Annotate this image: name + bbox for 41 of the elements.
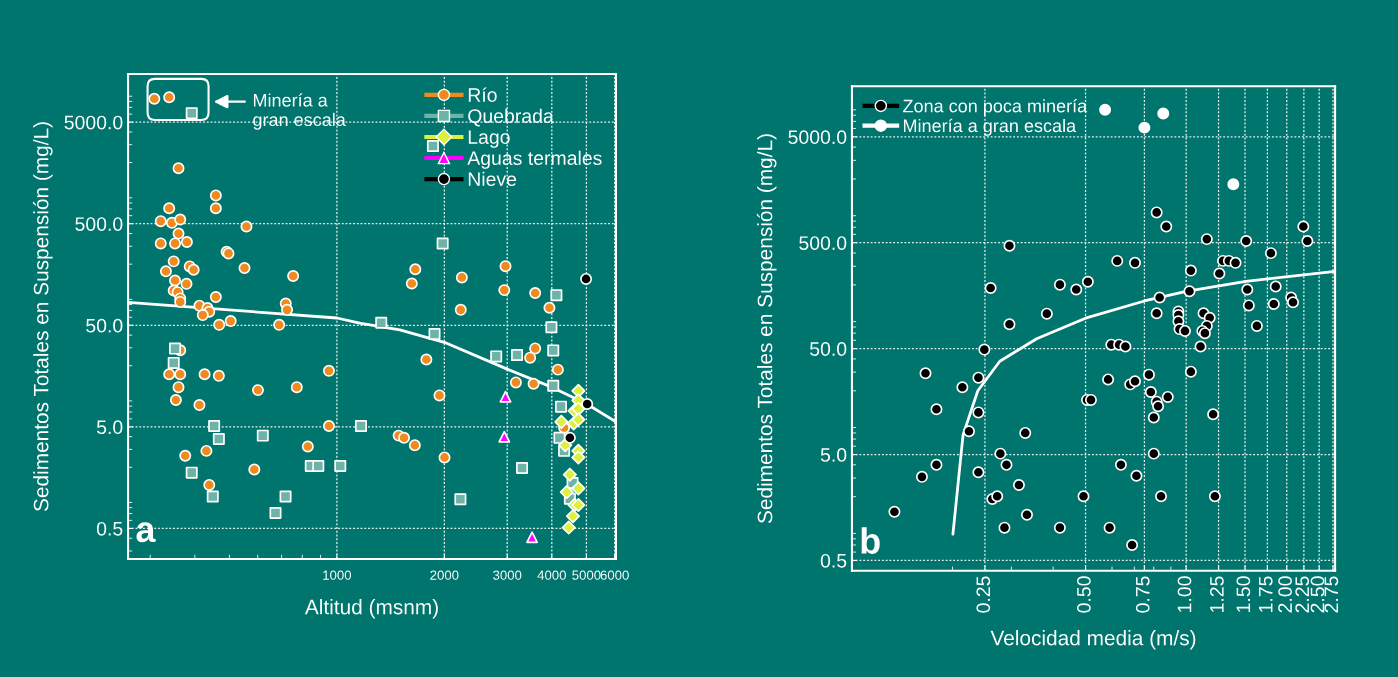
x-tick-label: 2.25 bbox=[1295, 576, 1310, 613]
legend-label: Lago bbox=[468, 130, 510, 148]
x-axis-title: Velocidad media (m/s) bbox=[990, 630, 1196, 650]
annotation: Minería a gran escala bbox=[253, 93, 346, 130]
x-tick-label: 2.75 bbox=[1324, 576, 1339, 613]
x-tick-label: 2000 bbox=[430, 570, 459, 580]
x-tick-label: 1.00 bbox=[1177, 576, 1192, 612]
annotation: a bbox=[136, 522, 156, 543]
x-tick-label: 1.25 bbox=[1210, 576, 1224, 612]
legend-label: Quebrada bbox=[468, 108, 554, 127]
x-tick-label: 1.75 bbox=[1259, 576, 1273, 612]
y-tick-label: 5000.0 bbox=[788, 130, 847, 145]
y-axis-title: Sedimentos Totales en Suspensión (mg/L) bbox=[32, 122, 53, 512]
x-tick-label: 0.75 bbox=[1135, 576, 1150, 613]
y-tick-label: 5000.0 bbox=[64, 115, 123, 130]
legend-label: Aguas termales bbox=[467, 150, 602, 169]
x-tick-label: 2.50 bbox=[1310, 576, 1325, 613]
y-tick-label: 0.5 bbox=[820, 553, 847, 568]
x-tick-label: 1000 bbox=[323, 570, 352, 580]
legend-label: Río bbox=[468, 87, 497, 102]
y-tick-label: 5.0 bbox=[820, 448, 847, 462]
x-tick-label: 1.50 bbox=[1236, 576, 1251, 612]
y-tick-label: 500.0 bbox=[75, 217, 123, 231]
y-tick-label: 50.0 bbox=[810, 342, 847, 356]
x-axis-title: Altitud (msnm) bbox=[304, 599, 438, 619]
x-tick-label: 0.50 bbox=[1077, 576, 1091, 613]
y-tick-label: 500.0 bbox=[799, 236, 847, 250]
y-axis-title: Sedimentos Totales en Suspensión (mg/L) bbox=[756, 134, 777, 524]
x-tick-label: 2.00 bbox=[1278, 576, 1292, 613]
x-tick-label: 6000 bbox=[600, 570, 629, 580]
annotation: b bbox=[861, 527, 880, 554]
y-tick-label: 5.0 bbox=[96, 420, 123, 435]
x-tick-label: 0.25 bbox=[976, 576, 991, 613]
x-tick-label: 3000 bbox=[493, 570, 522, 580]
legend-label: Nieve bbox=[468, 171, 517, 187]
legend-label: Minería a gran escala bbox=[903, 118, 1077, 136]
x-tick-label: 4000 bbox=[537, 570, 566, 580]
y-tick-label: 0.5 bbox=[96, 521, 123, 536]
legend-label: Zona con poca minería bbox=[903, 98, 1088, 116]
x-tick-label: 5000 bbox=[572, 570, 601, 580]
y-tick-label: 50.0 bbox=[86, 318, 123, 333]
